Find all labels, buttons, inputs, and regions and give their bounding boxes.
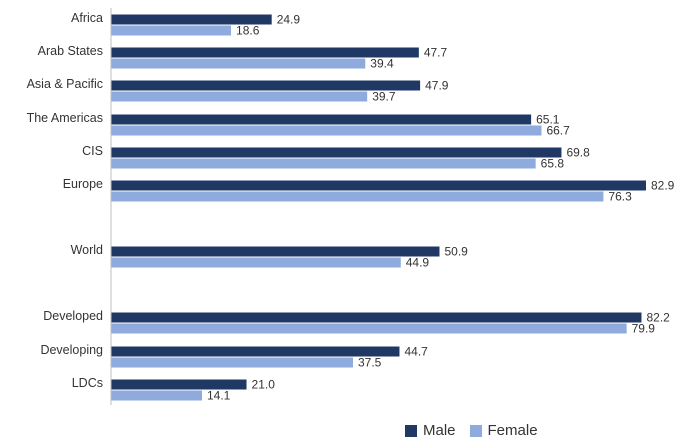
legend-label-male: Male xyxy=(423,422,456,439)
category-label-world: World xyxy=(71,243,103,257)
legend-item-male: Male xyxy=(405,422,456,439)
value-label-male-developed: 82.2 xyxy=(646,311,670,325)
category-label-europe: Europe xyxy=(63,177,103,191)
bar-female-the-americas xyxy=(111,125,542,136)
value-label-male-arab-states: 47.7 xyxy=(424,46,448,60)
bar-male-cis xyxy=(111,147,562,158)
legend-label-female: Female xyxy=(487,422,538,439)
bar-male-europe xyxy=(111,180,646,191)
category-label-developing: Developing xyxy=(40,343,103,357)
value-label-male-asia-pacific: 47.9 xyxy=(425,79,449,93)
value-label-male-world: 50.9 xyxy=(444,245,468,259)
value-label-male-ldcs: 21.0 xyxy=(252,378,276,392)
bar-female-africa xyxy=(111,25,232,36)
bar-male-the-americas xyxy=(111,114,532,125)
bar-male-world xyxy=(111,246,440,257)
value-label-male-developing: 44.7 xyxy=(404,345,428,359)
category-label-africa: Africa xyxy=(71,11,103,25)
category-label-the-americas: The Americas xyxy=(27,111,103,125)
category-label-arab-states: Arab States xyxy=(38,44,103,58)
category-label-developed: Developed xyxy=(43,309,103,323)
legend-swatch-male xyxy=(405,424,417,437)
category-label-ldcs: LDCs xyxy=(72,376,103,390)
bar-female-developed xyxy=(111,323,627,334)
bar-male-africa xyxy=(111,14,272,25)
value-label-female-developing: 37.5 xyxy=(358,356,382,370)
bar-male-asia-pacific xyxy=(111,80,421,91)
value-label-female-the-americas: 66.7 xyxy=(546,124,570,138)
value-label-female-arab-states: 39.4 xyxy=(370,57,394,71)
bar-male-developed xyxy=(111,312,642,323)
bar-female-arab-states xyxy=(111,58,366,69)
bar-female-developing xyxy=(111,357,354,368)
legend-swatch-female xyxy=(469,424,482,437)
value-label-female-ldcs: 14.1 xyxy=(207,389,231,403)
value-label-female-africa: 18.6 xyxy=(236,24,260,38)
bar-male-ldcs xyxy=(111,379,247,390)
value-label-female-asia-pacific: 39.7 xyxy=(372,90,396,104)
value-label-male-cis: 69.8 xyxy=(566,146,590,160)
bar-male-arab-states xyxy=(111,47,419,58)
value-label-female-cis: 65.8 xyxy=(541,157,565,171)
category-label-cis: CIS xyxy=(82,144,103,158)
value-label-male-africa: 24.9 xyxy=(277,13,301,27)
bar-female-ldcs xyxy=(111,390,202,401)
value-label-female-europe: 76.3 xyxy=(608,190,632,204)
category-label-asia-pacific: Asia & Pacific xyxy=(27,77,103,91)
value-label-female-world: 44.9 xyxy=(406,256,430,270)
legend-item-female: Female xyxy=(469,422,538,439)
bar-female-world xyxy=(111,257,401,268)
legend: Male Female xyxy=(405,422,552,439)
value-label-female-developed: 79.9 xyxy=(632,322,656,336)
value-label-male-europe: 82.9 xyxy=(651,179,675,193)
bar-female-europe xyxy=(111,191,604,202)
value-label-male-the-americas: 65.1 xyxy=(536,113,560,127)
bar-male-developing xyxy=(111,346,400,357)
bar-female-asia-pacific xyxy=(111,91,368,102)
bar-female-cis xyxy=(111,158,536,169)
